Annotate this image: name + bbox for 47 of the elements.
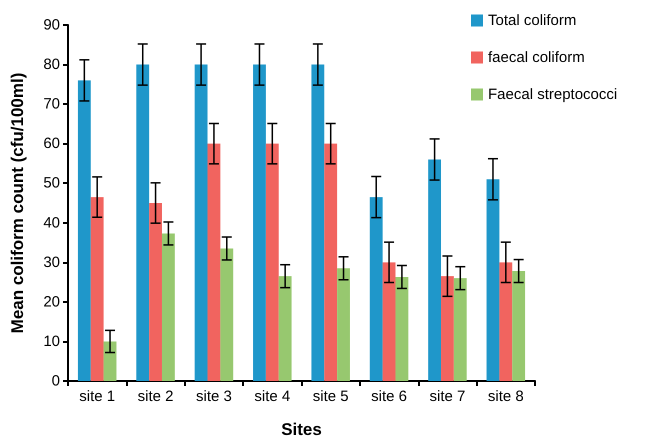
y-tick-label: 0 [52, 372, 60, 390]
bar [208, 144, 220, 381]
legend-label: Faecal streptococci [488, 86, 618, 103]
x-axis-title: Sites [281, 420, 322, 439]
y-tick-label: 10 [43, 332, 60, 350]
bar [104, 341, 116, 381]
y-tick-label: 40 [43, 214, 60, 232]
x-tick-label: site 3 [196, 388, 232, 405]
y-tick-label: 60 [43, 135, 60, 152]
bar [337, 268, 350, 381]
x-tick-label: site 6 [371, 388, 407, 405]
x-tick-label: site 4 [254, 388, 290, 405]
x-tick-label: site 1 [79, 388, 116, 405]
legend-label: faecal coliform [488, 49, 585, 66]
bar [311, 64, 324, 381]
bar [441, 276, 454, 381]
bar [454, 278, 467, 381]
bar [78, 80, 91, 381]
bar [266, 144, 279, 381]
y-tick-label: 70 [43, 96, 60, 113]
bar [382, 262, 396, 381]
y-tick-label: 20 [43, 293, 60, 310]
bar [324, 144, 338, 381]
legend-label: Total coliform [488, 12, 576, 29]
bar [499, 262, 512, 381]
y-axis-title: Mean coliform count (cfu/100ml) [8, 72, 27, 334]
bar [194, 64, 208, 381]
bar [149, 203, 162, 381]
bar [278, 276, 292, 381]
bar [486, 179, 500, 381]
bar [428, 159, 442, 381]
x-tick-label: site 5 [312, 388, 349, 405]
x-tick-label: site 2 [138, 388, 174, 405]
bar [220, 248, 234, 381]
bar [512, 271, 526, 381]
y-tick-label: 30 [43, 254, 60, 271]
bar [370, 197, 383, 381]
bar [136, 64, 150, 381]
y-tick-label: 50 [43, 174, 60, 192]
y-tick-label: 80 [43, 56, 60, 74]
bar [162, 233, 175, 381]
y-tick-label: 90 [43, 16, 60, 34]
bar [253, 64, 266, 381]
x-tick-label: site 7 [430, 388, 466, 405]
x-tick-label: site 8 [488, 388, 524, 405]
bar [90, 197, 104, 381]
bar [395, 276, 408, 381]
